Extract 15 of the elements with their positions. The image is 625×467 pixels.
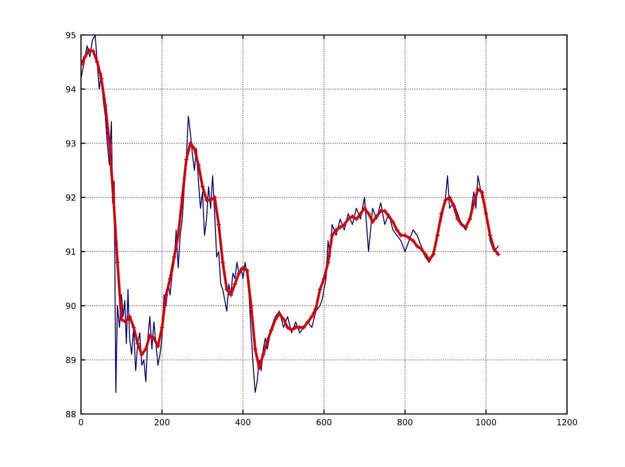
x-tick-label: 1000: [476, 419, 496, 426]
x-tick-label: 800: [398, 419, 412, 426]
x-tick-label: 200: [154, 419, 170, 426]
x-tick-label: 400: [235, 419, 250, 426]
y-tick-label: 94: [66, 86, 76, 92]
y-tick-label: 93: [66, 140, 76, 147]
y-tick-label: 92: [66, 194, 76, 201]
y-tick-label: 88: [66, 410, 76, 418]
y-tick-label: 95: [66, 32, 76, 38]
x-tick-label: 0: [78, 419, 84, 426]
x-tick-label: 1200: [557, 419, 578, 426]
y-tick-label: 90: [66, 302, 76, 309]
y-tick-label: 91: [66, 248, 76, 255]
y-tick-label: 89: [66, 356, 76, 364]
x-tick-label: 600: [316, 419, 332, 426]
